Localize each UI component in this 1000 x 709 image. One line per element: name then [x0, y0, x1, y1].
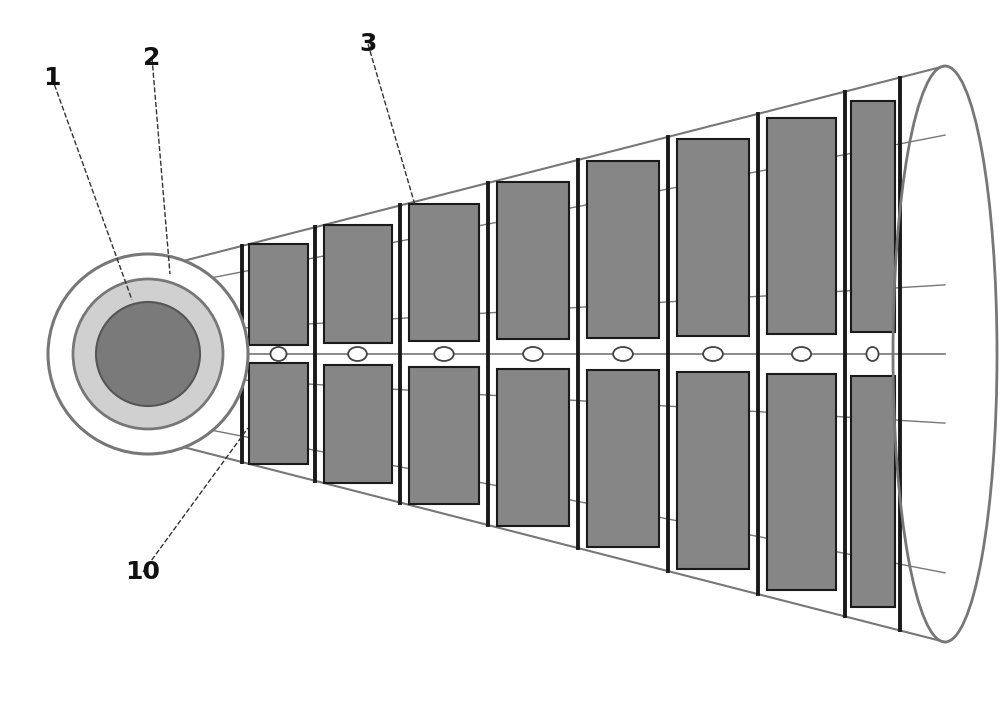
Bar [587, 161, 659, 337]
Text: 1: 1 [43, 66, 61, 90]
Ellipse shape [48, 254, 248, 454]
Bar [587, 370, 659, 547]
Bar [324, 365, 392, 484]
Text: 2: 2 [143, 46, 161, 70]
Ellipse shape [434, 347, 454, 361]
Text: 3: 3 [359, 32, 377, 56]
Bar [249, 364, 308, 464]
Ellipse shape [73, 279, 223, 429]
Bar [409, 203, 479, 341]
Ellipse shape [270, 347, 287, 361]
Bar [249, 244, 308, 345]
Ellipse shape [866, 347, 879, 361]
Bar [850, 101, 895, 333]
Ellipse shape [96, 302, 200, 406]
Ellipse shape [523, 347, 543, 361]
Ellipse shape [792, 347, 811, 361]
Ellipse shape [348, 347, 367, 361]
Bar [497, 182, 569, 340]
Bar [497, 369, 569, 525]
Text: 10: 10 [126, 560, 160, 584]
Bar [677, 372, 749, 569]
Ellipse shape [613, 347, 633, 361]
Bar [850, 376, 895, 608]
Ellipse shape [703, 347, 723, 361]
Bar [409, 367, 479, 504]
Bar [324, 225, 392, 343]
Bar [767, 374, 836, 590]
Bar [767, 118, 836, 334]
Bar [677, 139, 749, 335]
